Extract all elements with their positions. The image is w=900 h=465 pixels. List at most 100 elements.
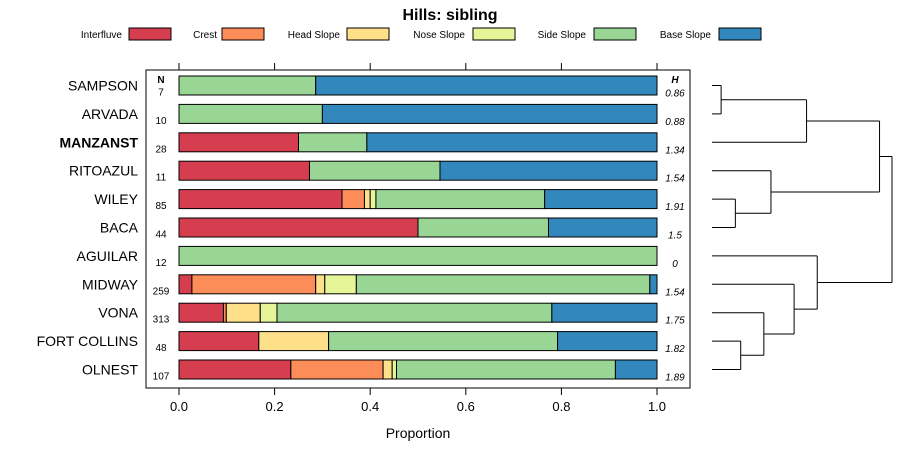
- bar-segment: [366, 132, 658, 153]
- x-axis-label: Proportion: [386, 425, 451, 441]
- legend-swatch: [472, 27, 516, 41]
- bar-segment: [178, 302, 224, 323]
- h-value: 1.75: [665, 316, 685, 327]
- row-label: OLNEST: [82, 362, 138, 378]
- n-value: 12: [155, 258, 167, 269]
- bar-segment: [178, 331, 260, 352]
- legend-label: Interfluve: [81, 30, 123, 41]
- h-values: 0.86 0.88 1.34 1.54 1.91 1.5 0 1.54 1.75 1.82 1.89: [665, 89, 685, 384]
- bar-segment: [547, 217, 658, 238]
- dendrogram: [712, 85, 893, 370]
- x-tick-label: 0.6: [457, 399, 475, 414]
- n-value: 48: [155, 343, 167, 354]
- bar-segment: [276, 302, 553, 323]
- h-value: 1.34: [665, 145, 685, 156]
- x-tick-label: 0.2: [266, 399, 284, 414]
- n-values: 7 10 28 11 85 44 12 259 313 48 107: [153, 88, 170, 383]
- bar-segment: [417, 217, 549, 238]
- bar-segment: [382, 359, 393, 380]
- legend-swatch: [221, 27, 265, 41]
- row-label: ARVADA: [82, 106, 139, 122]
- x-tick-label: 0.8: [552, 399, 570, 414]
- bar-segment: [395, 359, 616, 380]
- legend-swatch: [718, 27, 762, 41]
- h-value: 1.54: [665, 174, 685, 185]
- n-value: 11: [156, 173, 167, 184]
- x-tick-label: 0.4: [361, 399, 379, 414]
- legend-swatch: [346, 27, 390, 41]
- bar-segment: [649, 274, 658, 295]
- bars: [178, 75, 658, 380]
- bar-segment: [178, 217, 419, 238]
- legend-label: Side Slope: [538, 30, 587, 41]
- n-value: 28: [155, 144, 167, 155]
- legend-label: Base Slope: [660, 30, 712, 41]
- legend-swatch: [593, 27, 637, 41]
- bar-segment: [341, 189, 365, 210]
- bar-segment: [191, 274, 317, 295]
- bar-segment: [544, 189, 658, 210]
- n-value: 10: [155, 116, 167, 127]
- bar-segment: [315, 75, 658, 96]
- legend: Interfluve Crest Head Slope Nose Slope Side …: [81, 27, 762, 41]
- h-header: H: [671, 75, 679, 86]
- x-tick-label: 1.0: [648, 399, 666, 414]
- row-label: WILEY: [94, 191, 138, 207]
- legend-label: Head Slope: [288, 30, 341, 41]
- bar-segment: [391, 359, 397, 380]
- bar-segment: [321, 103, 658, 124]
- bar-segment: [315, 274, 326, 295]
- bar-segment: [375, 189, 546, 210]
- chart-title: Hills: sibling: [402, 7, 497, 24]
- bar-segment: [259, 302, 278, 323]
- n-value: 7: [158, 88, 164, 99]
- bar-segment: [178, 160, 310, 181]
- legend-label: Crest: [193, 30, 217, 41]
- row-label: FORT COLLINS: [37, 333, 138, 349]
- row-label: MIDWAY: [82, 276, 139, 292]
- n-value: 85: [155, 201, 167, 212]
- legend-label: Nose Slope: [413, 30, 465, 41]
- bar-segment: [363, 189, 371, 210]
- h-value: 1.54: [665, 287, 685, 298]
- h-value: 1.89: [665, 373, 685, 384]
- bar-segment: [225, 302, 261, 323]
- h-value: 0.86: [665, 89, 685, 100]
- row-label: RITOAZUL: [69, 163, 138, 179]
- n-value: 259: [153, 286, 170, 297]
- h-value: 1.82: [665, 344, 685, 355]
- bar-segment: [298, 132, 368, 153]
- h-value: 0: [672, 259, 678, 270]
- h-value: 1.91: [665, 202, 684, 213]
- bar-segment: [439, 160, 658, 181]
- row-label: BACA: [100, 220, 139, 236]
- row-label: VONA: [98, 305, 138, 321]
- bar-segment: [369, 189, 377, 210]
- legend-swatch: [128, 27, 172, 41]
- bar-segment: [290, 359, 384, 380]
- bar-segment: [178, 359, 292, 380]
- bar-segment: [308, 160, 441, 181]
- plot-frame: [145, 69, 691, 389]
- top-axis-ticks: [178, 63, 658, 70]
- n-value: 107: [153, 372, 170, 383]
- bar-segment: [614, 359, 658, 380]
- h-value: 1.5: [668, 231, 682, 242]
- bar-segment: [178, 103, 323, 124]
- x-tick-label: 0.0: [170, 399, 188, 414]
- bar-segment: [178, 75, 317, 96]
- row-label: AGUILAR: [77, 248, 138, 264]
- bar-segment: [178, 245, 658, 266]
- n-value: 44: [155, 230, 167, 241]
- n-header: N: [157, 75, 164, 86]
- bar-segment: [258, 331, 330, 352]
- bar-segment: [557, 331, 658, 352]
- bar-segment: [328, 331, 559, 352]
- h-value: 0.88: [665, 117, 685, 128]
- bar-segment: [178, 274, 193, 295]
- n-value: 313: [153, 315, 170, 326]
- x-axis: 0.0 0.2 0.4 0.6 0.8 1.0: [170, 388, 666, 414]
- row-labels: SAMPSON ARVADA MANZANST RITOAZUL WILEY BACA AG…: [37, 78, 139, 378]
- bar-segment: [551, 302, 658, 323]
